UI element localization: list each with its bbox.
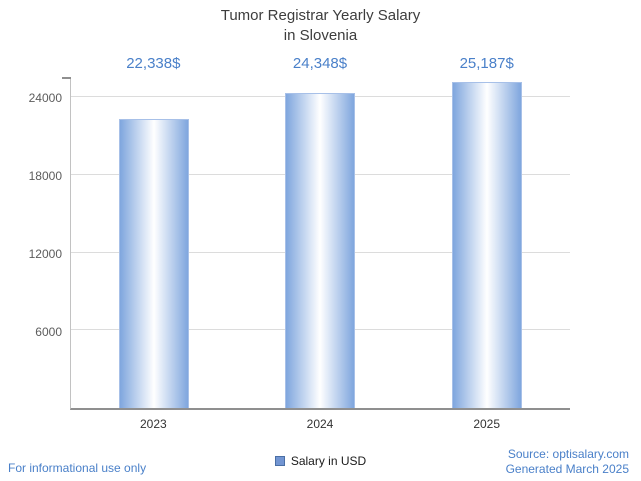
y-axis-labels: 6000 12000 18000 24000 — [0, 78, 62, 410]
legend-swatch-icon — [274, 456, 285, 466]
legend-label: Salary in USD — [290, 454, 367, 468]
y-tick-label: 12000 — [28, 246, 62, 261]
source-block: Source: optisalary.com Generated March 2… — [506, 447, 629, 477]
bar-group-2025 — [404, 78, 570, 408]
y-tick-label: 24000 — [28, 90, 62, 105]
x-tick-label-2025: 2025 — [473, 417, 501, 431]
bar-value-label-2024: 24,348$ — [292, 55, 348, 72]
bar-2023 — [119, 118, 190, 408]
chart-title-line1: Tumor Registrar Yearly Salary — [220, 7, 421, 24]
x-tick-label-2023: 2023 — [139, 417, 167, 431]
bar-value-label-2023: 22,338$ — [126, 55, 181, 72]
plot-area — [62, 77, 570, 410]
bar-value-labels: 22,338$ 24,348$ 25,187$ — [70, 55, 570, 72]
x-axis-labels: 2023 2024 2025 — [70, 417, 570, 431]
bar-value-label-2025: 25,187$ — [459, 55, 514, 72]
y-tick-label: 18000 — [28, 168, 62, 183]
bar-group-2024 — [237, 78, 403, 408]
legend: Salary in USD — [0, 454, 641, 468]
generated-text: Generated March 2025 — [505, 462, 629, 476]
bar-group-2023 — [71, 78, 237, 408]
y-axis-top-tick — [62, 77, 71, 79]
chart-title-line2: in Slovenia — [283, 26, 358, 44]
bar-2025 — [451, 82, 522, 408]
source-text: Source: optisalary.com — [507, 447, 629, 461]
x-tick-label-2024: 2024 — [306, 417, 334, 431]
bar-2024 — [285, 92, 356, 408]
y-tick-label: 6000 — [35, 324, 62, 339]
bar-columns — [71, 78, 570, 408]
disclaimer-text: For informational use only — [8, 461, 147, 475]
chart-title: Tumor Registrar Yearly Salary in Sloveni… — [0, 6, 641, 45]
